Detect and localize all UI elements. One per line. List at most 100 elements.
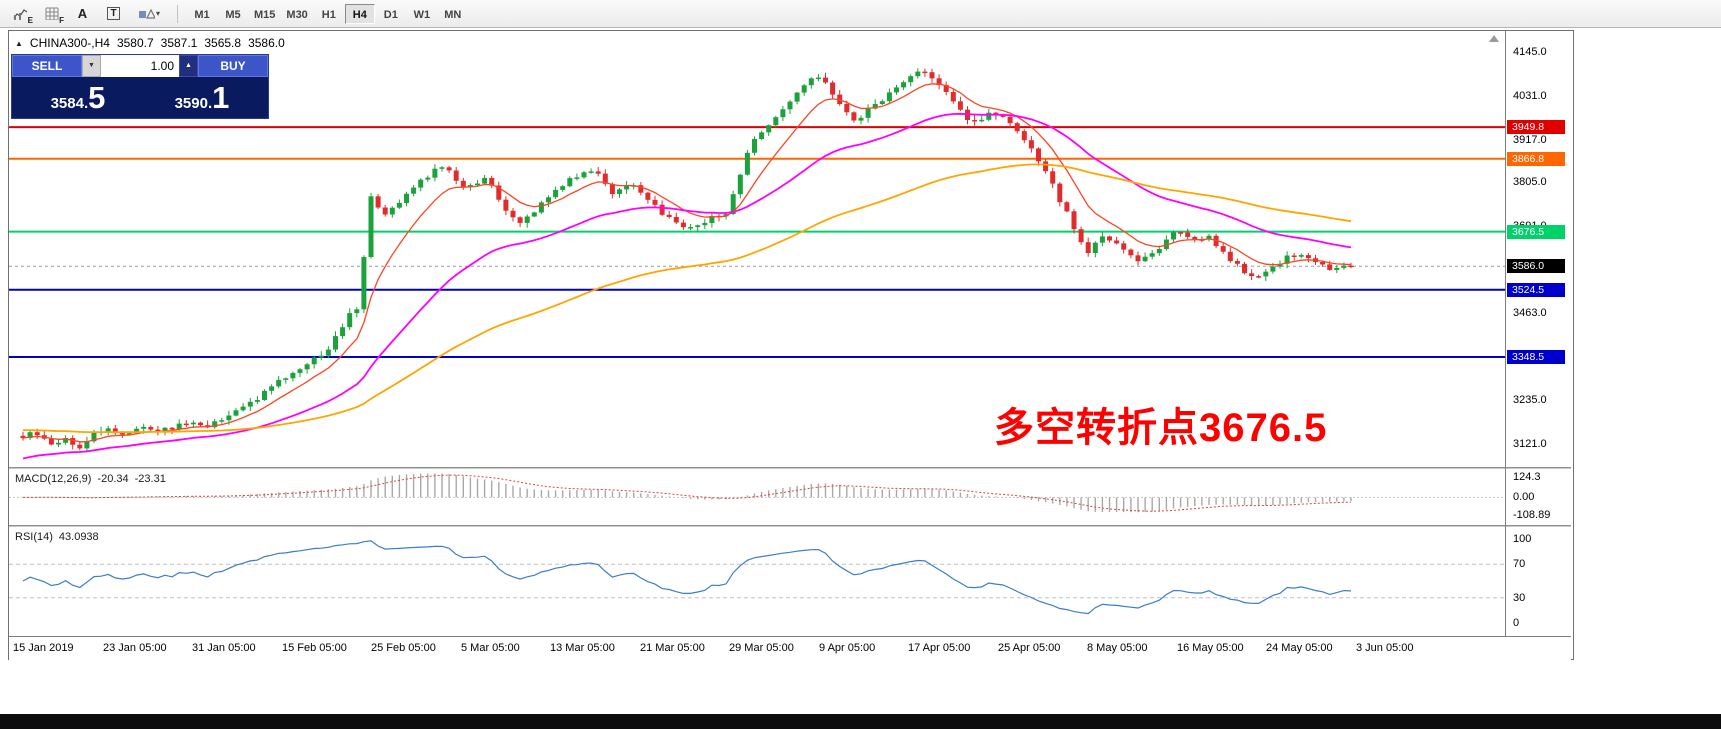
macd-name: MACD(12,26,9) [15, 473, 92, 485]
level-lines-layer [9, 126, 1505, 358]
time-label: 15 Jan 2019 [13, 642, 74, 654]
chart-tool-e-button[interactable]: E [6, 2, 35, 26]
time-label: 15 Feb 05:00 [282, 642, 347, 654]
timeframe-d1-button[interactable]: D1 [383, 8, 398, 21]
time-label: 29 Mar 05:00 [729, 642, 794, 654]
tool-f-badge: F [59, 15, 64, 25]
axis-tick-label: 70 [1513, 558, 1526, 570]
time-label: 9 Apr 05:00 [819, 642, 876, 654]
axis-tick-label: 3235.0 [1513, 394, 1547, 406]
price-badge: 3586.0 [1507, 259, 1565, 273]
one-click-trading-panel: SELL ▼ ▲ BUY 3584. 5 3590. 1 [11, 54, 269, 119]
rsi-label: RSI(14) 43.0938 [15, 531, 99, 543]
time-label: 13 Mar 05:00 [550, 642, 615, 654]
volume-decrease-button[interactable]: ▼ [82, 55, 101, 77]
timeframe-m15-button[interactable]: M15 [254, 8, 276, 21]
triangle-up-icon: ▲ [185, 62, 192, 69]
buy-price-big-digit: 1 [212, 80, 230, 115]
axis-tick-label: 100 [1513, 533, 1532, 545]
high-value: 3587.1 [160, 36, 198, 50]
triangle-down-icon: ▼ [88, 62, 95, 69]
axis-tick-label: 3121.0 [1513, 438, 1547, 450]
chart-canvas[interactable] [9, 31, 1505, 659]
time-label: 8 May 05:00 [1087, 642, 1148, 654]
sell-price[interactable]: 3584. 5 [51, 82, 106, 113]
price-badge: 3524.5 [1507, 283, 1565, 297]
timeframe-w1-button[interactable]: W1 [413, 8, 431, 21]
time-label: 24 May 05:00 [1266, 642, 1333, 654]
chart-window: ▲ CHINA300-,H4 3580.7 3587.1 3565.8 3586… [8, 30, 1574, 660]
close-value: 3586.0 [248, 36, 285, 50]
sell-price-base: 3584. [50, 95, 89, 112]
timeframe-m5-button[interactable]: M5 [225, 8, 241, 21]
timeframe-h4-button[interactable]: H4 [344, 3, 375, 24]
time-label: 5 Mar 05:00 [461, 642, 520, 654]
axis-tick-label: 3917.0 [1513, 134, 1547, 146]
time-label: 16 May 05:00 [1177, 642, 1244, 654]
symbol-label: CHINA300-,H4 [29, 36, 110, 50]
axis-tick-label: 4145.0 [1513, 46, 1547, 58]
axis-tick-label: 124.3 [1513, 471, 1541, 483]
time-label: 25 Feb 05:00 [371, 642, 436, 654]
price-badge: 3866.8 [1507, 152, 1565, 166]
timeframe-mn-button[interactable]: MN [444, 8, 462, 21]
macd-label: MACD(12,26,9) -20.34 -23.31 [15, 473, 166, 485]
text-tool-icon: A [77, 6, 88, 21]
buy-price-base: 3590. [174, 95, 213, 112]
macd-pane-splitter[interactable] [9, 467, 1571, 469]
low-value: 3565.8 [204, 36, 242, 50]
axis-tick-label: 0 [1513, 617, 1520, 629]
chevron-down-icon: ▾ [155, 9, 160, 18]
turning-point-annotation: 多空转折点3676.5 [994, 406, 1328, 450]
rsi-layer [9, 540, 1505, 615]
timeframe-m1-button[interactable]: M1 [194, 8, 210, 21]
main-toolbar: E F A T ▾ M1 M5 M15 M30 H1 H4 D1 W1 MN [0, 0, 1721, 28]
label-tool-button[interactable]: T [99, 2, 128, 26]
moving-averages-layer [22, 83, 1352, 460]
grid-icon [45, 7, 58, 20]
taskbar[interactable] [0, 714, 1721, 729]
axis-tick-label: 3805.0 [1513, 176, 1547, 188]
timeframe-group: M1 M5 M15 M30 H1 H4 D1 W1 MN [187, 3, 468, 24]
collapse-icon[interactable]: ▲ [15, 38, 23, 48]
chart-plot-area[interactable]: ▲ CHINA300-,H4 3580.7 3587.1 3565.8 3586… [9, 31, 1571, 660]
rsi-name: RSI(14) [15, 531, 53, 543]
text-tool-button[interactable]: A [68, 2, 97, 26]
price-badge: 3348.5 [1507, 350, 1565, 364]
time-label: 23 Jan 05:00 [103, 642, 167, 654]
rsi-value: 43.0938 [58, 531, 99, 543]
label-tool-icon: T [107, 7, 120, 20]
sell-button[interactable]: SELL [12, 55, 82, 77]
axis-tick-label: 3463.0 [1513, 307, 1547, 319]
open-value: 3580.7 [116, 36, 154, 50]
axis-tick-label: 30 [1513, 592, 1526, 604]
time-label: 21 Mar 05:00 [640, 642, 705, 654]
shapes-icon [138, 8, 155, 19]
volume-input[interactable] [101, 55, 179, 77]
macd-signal-value: -23.31 [134, 473, 166, 485]
time-label: 3 Jun 05:00 [1356, 642, 1414, 654]
time-axis[interactable]: 15 Jan 2019 23 Jan 05:00 31 Jan 05:00 15 Fe… [9, 636, 1571, 660]
price-badge: 3949.8 [1507, 120, 1565, 134]
chart-tool-f-button[interactable]: F [37, 2, 66, 26]
buy-price[interactable]: 3590. 1 [175, 82, 230, 113]
axis-tick-label: 4031.0 [1513, 90, 1547, 102]
volume-increase-button[interactable]: ▲ [179, 55, 198, 77]
time-label: 25 Apr 05:00 [998, 642, 1061, 654]
tool-e-badge: E [27, 15, 33, 25]
price-bars-icon [12, 8, 27, 20]
macd-value: -20.34 [97, 473, 129, 485]
time-label: 17 Apr 05:00 [908, 642, 971, 654]
chart-ohlc-header: ▲ CHINA300-,H4 3580.7 3587.1 3565.8 3586… [15, 36, 285, 50]
price-axis[interactable]: 4145.04031.03917.03805.03691.03577.03463… [1505, 31, 1571, 659]
sell-price-big-digit: 5 [88, 80, 106, 115]
price-badge: 3676.5 [1507, 225, 1565, 239]
rsi-pane-splitter[interactable] [9, 525, 1571, 527]
timeframe-m30-button[interactable]: M30 [286, 8, 308, 21]
timeframe-h1-button[interactable]: H1 [321, 8, 336, 21]
toolbar-separator [177, 4, 178, 23]
shapes-tool-button[interactable]: ▾ [130, 2, 168, 26]
buy-button[interactable]: BUY [198, 55, 268, 77]
autoscroll-marker-icon [1489, 35, 1499, 42]
axis-tick-label: -108.89 [1513, 509, 1551, 521]
